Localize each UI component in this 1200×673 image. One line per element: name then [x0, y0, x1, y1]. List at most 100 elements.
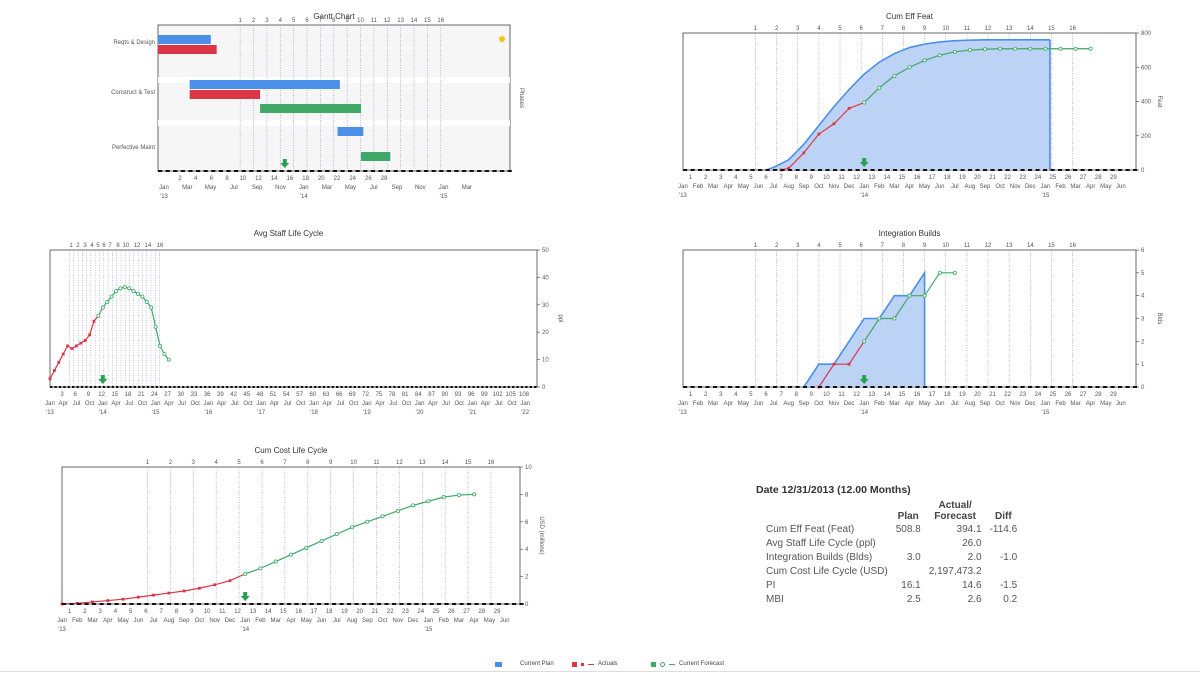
top-tick: 9 — [923, 243, 927, 249]
bottom-num: 26 — [448, 609, 455, 615]
axis-dash — [900, 386, 905, 388]
summary-cell-label: PI — [766, 579, 776, 591]
axis-dash — [197, 603, 202, 605]
gantt-axis-dash — [188, 170, 193, 172]
gantt-axis-dash — [484, 170, 489, 172]
axis-dash — [80, 386, 84, 388]
top-tick: 6 — [860, 243, 864, 249]
forecast-point — [131, 289, 136, 294]
axis-dash — [825, 169, 830, 171]
bottom-num: 16 — [295, 609, 302, 615]
actuals-point — [213, 583, 217, 587]
bottom-num: 1 — [68, 609, 72, 615]
bottom-num: 18 — [326, 609, 333, 615]
top-tick: 1 — [69, 243, 73, 249]
bottom-month: Jan — [362, 401, 372, 407]
forecast-point — [105, 300, 110, 305]
y-tick-label: 0 — [525, 602, 529, 608]
axis-dash — [50, 386, 53, 388]
summary-cell-diff: -114.6 — [989, 523, 1018, 535]
axis-dash — [512, 603, 517, 605]
bottom-month: Feb — [693, 184, 704, 190]
gantt-axis-dash — [249, 170, 254, 172]
axis-dash — [885, 386, 890, 388]
gantt-bottom-num: 16 — [287, 176, 294, 182]
axis-dash — [840, 169, 845, 171]
bottom-month: Apr — [103, 618, 112, 624]
forecast-point — [350, 525, 355, 530]
gantt-axis-dash — [393, 170, 398, 172]
bottom-num: 21 — [989, 175, 996, 181]
axis-dash — [354, 603, 359, 605]
gantt-axis-dash — [279, 170, 284, 172]
axis-dash — [452, 603, 457, 605]
bottom-month: Jun — [133, 618, 143, 624]
top-tick: 11 — [373, 460, 380, 466]
bottom-num: 7 — [160, 609, 164, 615]
summary-cell-plan — [892, 564, 925, 578]
bottom-month: Mar — [708, 184, 718, 190]
axis-dash — [424, 386, 427, 388]
axis-dash — [377, 603, 382, 605]
forecast-point — [892, 316, 897, 321]
summary-date: Date 12/31/2013 (12.00 Months) — [756, 484, 911, 496]
actuals-point — [48, 377, 52, 381]
bottom-month: Aug — [965, 401, 976, 407]
gantt-axis-dash — [256, 170, 261, 172]
forecast-point — [877, 85, 882, 90]
forecast-line — [244, 493, 475, 575]
forecast-point — [140, 294, 145, 299]
axis-dash — [1005, 169, 1010, 171]
axis-dash — [221, 386, 225, 388]
axis-dash — [92, 603, 97, 605]
axis-dash — [893, 169, 898, 171]
bottom-num: 36 — [204, 392, 211, 398]
axis-dash — [410, 386, 414, 388]
top-tick: 15 — [465, 460, 472, 466]
gantt-top-tick: 9 — [345, 18, 349, 24]
actuals-point — [53, 369, 56, 372]
axis-dash — [788, 169, 793, 171]
axis-dash — [908, 386, 913, 388]
bottom-num: 17 — [311, 609, 318, 615]
bottom-num: 42 — [230, 392, 237, 398]
bottom-month: Sep — [362, 618, 373, 624]
bottom-month: May — [117, 618, 128, 624]
y-tick-label: 3 — [1141, 317, 1145, 323]
status-date-marker-icon — [859, 158, 869, 167]
bottom-month: Nov — [393, 618, 404, 624]
axis-dash — [58, 386, 62, 388]
axis-dash — [520, 386, 524, 388]
bottom-month: Nov — [829, 401, 840, 407]
top-tick: 8 — [116, 243, 120, 249]
gantt-axis-dash — [416, 170, 421, 172]
bottom-month: Mar — [87, 618, 97, 624]
bottom-month: Feb — [72, 618, 83, 624]
axis-dash — [369, 603, 374, 605]
bottom-month: Jul — [125, 401, 133, 407]
axis-dash — [459, 603, 464, 605]
axis-dash — [353, 386, 357, 388]
bottom-year: '19 — [363, 410, 371, 416]
axis-dash — [292, 386, 295, 388]
axis-dash — [1088, 169, 1093, 171]
axis-dash — [144, 603, 149, 605]
axis-dash — [1103, 169, 1108, 171]
bottom-month: Apr — [323, 401, 332, 407]
bottom-month: Jan — [240, 618, 250, 624]
axis-dash — [1073, 386, 1078, 388]
bottom-month: Jun — [754, 184, 764, 190]
axis-dash — [720, 386, 725, 388]
axis-dash — [1020, 169, 1025, 171]
summary-cell-actual: 2,197,473.2 — [928, 565, 982, 577]
bottom-num: 18 — [944, 392, 951, 398]
axis-dash — [264, 603, 269, 605]
axis-dash — [318, 386, 321, 388]
axis-dash — [243, 386, 247, 388]
gantt-bottom-num: 18 — [302, 176, 309, 182]
bottom-num: 17 — [929, 392, 936, 398]
axis-dash — [168, 386, 172, 388]
axis-dash — [878, 169, 883, 171]
top-tick: 16 — [1069, 243, 1076, 249]
